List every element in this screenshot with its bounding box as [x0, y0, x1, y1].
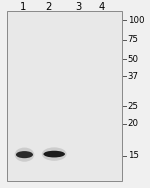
Text: 3: 3	[75, 2, 81, 12]
Text: 37: 37	[128, 72, 139, 81]
Ellipse shape	[43, 151, 65, 157]
Text: 75: 75	[128, 35, 139, 44]
Ellipse shape	[16, 151, 33, 158]
Ellipse shape	[15, 148, 34, 162]
Bar	[7, 11, 122, 181]
Text: 1: 1	[20, 2, 26, 12]
Ellipse shape	[42, 147, 67, 161]
Text: 25: 25	[128, 102, 139, 111]
Text: 2: 2	[45, 2, 51, 12]
Text: 100: 100	[128, 16, 144, 25]
Text: 50: 50	[128, 55, 139, 64]
Text: 4: 4	[99, 2, 105, 12]
Text: 20: 20	[128, 119, 139, 128]
Text: 15: 15	[128, 151, 139, 160]
